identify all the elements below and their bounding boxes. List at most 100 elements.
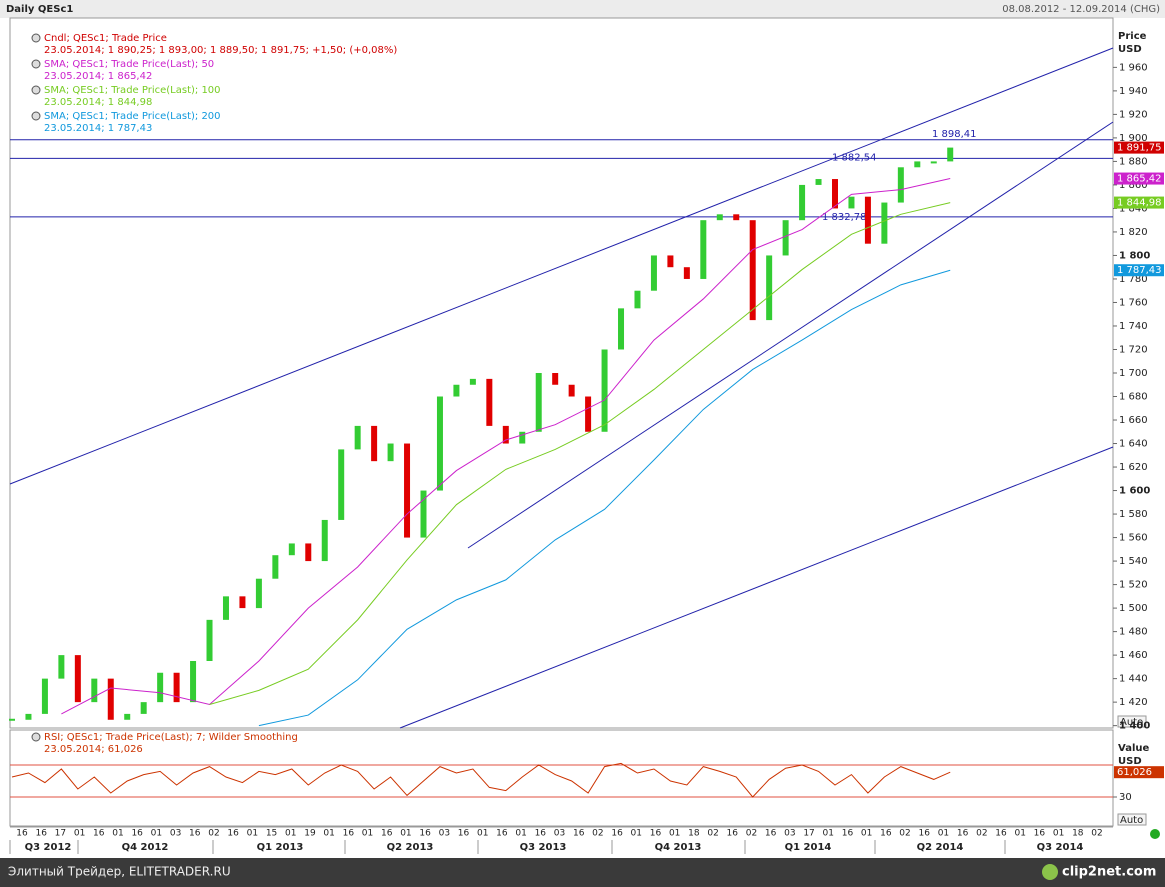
y-tick-label: 1 580 [1119, 509, 1148, 520]
candle [634, 290, 641, 309]
last-value-badge [1114, 264, 1164, 277]
candle [436, 396, 443, 491]
candle [881, 202, 888, 244]
candle [321, 519, 328, 562]
candle [618, 308, 625, 350]
axis-title: Price [1118, 31, 1147, 42]
quarter-label: Q2 2014 [917, 842, 964, 853]
x-tick-label: 16 [573, 829, 585, 839]
candle [239, 596, 246, 609]
quarter-label: Q4 2013 [655, 842, 702, 853]
x-tick-label: 16 [419, 829, 431, 839]
y-tick-label: 1 460 [1119, 650, 1148, 661]
trend-line [399, 446, 1114, 729]
y-tick-label: 1 920 [1119, 109, 1148, 120]
x-tick-label: 03 [784, 829, 795, 839]
level-label: 1 882,54 [832, 152, 877, 163]
legend-name: RSI; QESc1; Trade Price(Last); 7; Wilder… [44, 732, 298, 743]
x-tick-label: 16 [727, 829, 739, 839]
series-line [11, 762, 951, 798]
x-tick-label: 18 [688, 829, 700, 839]
axis-title: Value [1118, 743, 1149, 754]
x-tick-label: 03 [170, 829, 181, 839]
quarter-label: Q3 2013 [520, 842, 567, 853]
y-tick-label: 1 500 [1119, 603, 1148, 614]
candle [914, 161, 921, 168]
legend-info: 23.05.2014; 1 890,25; 1 893,00; 1 889,50… [44, 45, 397, 56]
chart-name: Daily QESc1 [6, 4, 73, 15]
x-tick-label: 16 [93, 829, 105, 839]
x-tick-label: 03 [554, 829, 565, 839]
level-label: 1 898,41 [932, 129, 977, 140]
quarter-label: Q3 2014 [1037, 842, 1084, 853]
y-tick-label: 1 800 [1119, 250, 1150, 261]
candle [601, 349, 608, 432]
candle [766, 255, 773, 321]
last-value-badge [1114, 172, 1164, 185]
trend-line [467, 121, 1114, 549]
x-tick-label: 16 [496, 829, 508, 839]
auto-label[interactable]: Auto [1120, 717, 1143, 728]
candle [585, 396, 592, 432]
rsi-pane [9, 729, 1114, 827]
y-tick-label: 30 [1119, 792, 1132, 803]
candle [255, 578, 262, 609]
trend-lines [9, 47, 1114, 729]
y-tick-label: 1 420 [1119, 697, 1148, 708]
x-tick-label: 02 [592, 829, 603, 839]
x-tick-label: 16 [343, 829, 355, 839]
candle [864, 196, 871, 244]
y-tick-label: 1 560 [1119, 533, 1148, 544]
auto-button[interactable] [1117, 715, 1147, 728]
candle [404, 443, 411, 538]
candle [107, 678, 114, 720]
x-tick-label: 01 [823, 829, 834, 839]
quarter-label: Q1 2013 [257, 842, 304, 853]
candle [206, 619, 213, 661]
candle [519, 431, 526, 444]
x-tick-label: 16 [535, 829, 547, 839]
logo-icon [1042, 864, 1058, 880]
candle [25, 713, 32, 720]
price-pane [9, 17, 1114, 729]
candle [782, 220, 789, 256]
candle [667, 255, 674, 268]
candle [157, 672, 164, 703]
y-tick-label: 1 640 [1119, 439, 1148, 450]
series-line [258, 269, 951, 727]
x-tick-label: 16 [458, 829, 470, 839]
candle [799, 184, 806, 221]
candle [848, 196, 855, 209]
auto-button[interactable] [1117, 813, 1147, 826]
x-tick-label: 16 [957, 829, 969, 839]
x-tick-label: 01 [285, 829, 296, 839]
candle [288, 543, 295, 556]
series-line [209, 202, 951, 705]
legend-info: 23.05.2014; 1 865,42 [44, 71, 152, 82]
y-tick-label: 1 520 [1119, 580, 1148, 591]
last-value-label: 1 865,42 [1117, 174, 1162, 185]
legend-name: SMA; QESc1; Trade Price(Last); 100 [44, 85, 221, 96]
auto-label[interactable]: Auto [1120, 815, 1143, 826]
x-tick-label: 01 [669, 829, 680, 839]
legend-icon [31, 111, 41, 121]
x-tick-label: 16 [919, 829, 931, 839]
candle [552, 373, 559, 385]
candle [140, 702, 147, 714]
candle [9, 718, 15, 721]
x-tick-label: 16 [131, 829, 143, 839]
x-tick-label: 01 [1053, 829, 1064, 839]
x-tick-label: 16 [650, 829, 662, 839]
last-value-label: 1 891,75 [1117, 143, 1162, 154]
legend-info: 23.05.2014; 1 787,43 [44, 123, 152, 134]
candle [222, 596, 229, 620]
x-tick-label: 01 [112, 829, 123, 839]
y-tick-label: 1 820 [1119, 227, 1148, 238]
candle [815, 179, 822, 185]
candle [41, 678, 48, 714]
y-tick-label: 1 860 [1119, 180, 1148, 191]
x-tick-label: 01 [247, 829, 258, 839]
candle [58, 655, 65, 679]
candle [683, 267, 690, 279]
